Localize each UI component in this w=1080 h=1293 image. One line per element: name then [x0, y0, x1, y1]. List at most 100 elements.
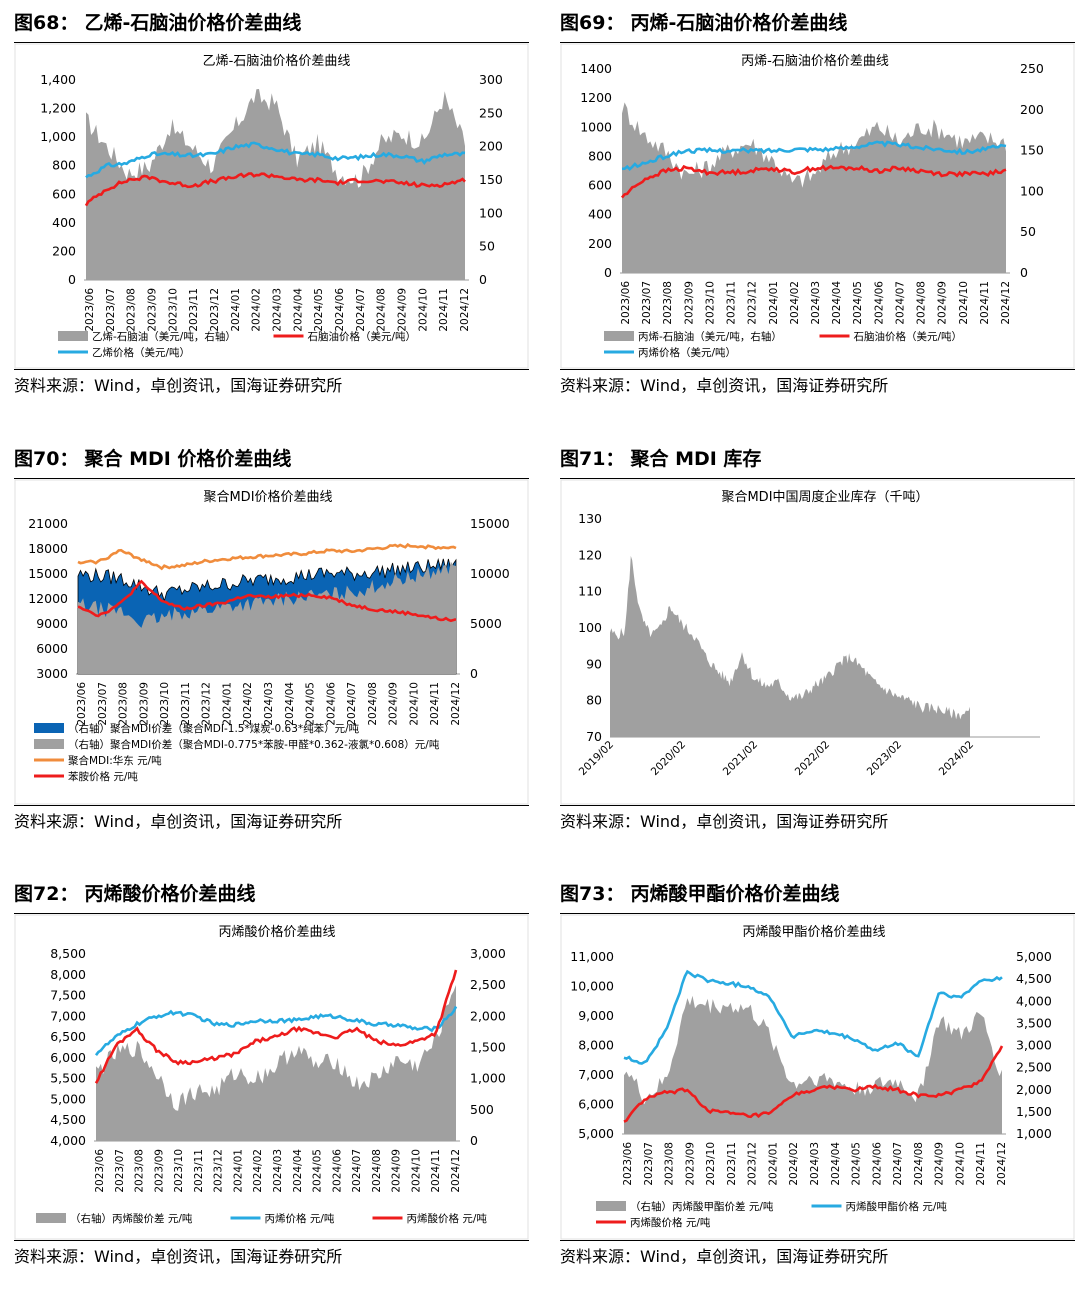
legend-label: 苯胺价格 元/吨 [68, 770, 138, 783]
x-tick-label: 2024/12 [450, 1149, 462, 1193]
y2-tick-label: 0 [479, 272, 487, 287]
x-tick-label: 2023/07 [97, 682, 109, 726]
x-tick-label: 2023/10 [704, 281, 716, 325]
legend-label: 石脑油价格（美元/吨） [854, 330, 963, 343]
figure-caption: 丙烯酸甲酯价格价差曲线 [630, 883, 840, 905]
x-tick-label: 2023/09 [138, 682, 150, 726]
y-tick-label: 100 [578, 620, 602, 635]
y-tick-label: 800 [52, 158, 76, 173]
y-tick-label: 7,000 [578, 1067, 614, 1082]
x-tick-label: 2023/10 [705, 1142, 717, 1186]
y2-tick-label: 5000 [470, 616, 502, 631]
legend-label: 聚合MDI:华东 元/吨 [68, 754, 162, 767]
chart-area: 乙烯-石脑油价格价差曲线 0 200 400 600 800 1,000 1,200 1,400… [14, 43, 529, 369]
legend-label: 丙烯酸甲酯价格 元/吨 [846, 1200, 948, 1213]
x-tick-label: 2023/10 [173, 1149, 185, 1193]
x-tick-label: 2023/12 [213, 1149, 225, 1193]
x-tick-label: 2024/08 [376, 288, 388, 332]
y2-tick-label: 4,000 [1016, 993, 1052, 1008]
figure-caption: 乙烯-石脑油价格价差曲线 [84, 12, 302, 34]
x-tick-label: 2023/12 [209, 288, 221, 332]
x-tick-label: 2024/11 [975, 1142, 987, 1186]
x-tick-label: 2024/04 [292, 288, 304, 332]
x-tick-label: 2024/03 [809, 1142, 821, 1186]
series-line [77, 579, 457, 623]
y-tick-label: 3000 [36, 666, 68, 681]
x-tick-label: 2024/06 [331, 1149, 343, 1193]
x-tick-label: 2024/02 [252, 1149, 264, 1193]
x-tick-label: 2024/01 [232, 1149, 244, 1193]
y2-tick-label: 50 [479, 239, 495, 254]
y-tick-label: 5,500 [50, 1071, 86, 1086]
x-tick-label: 2024/06 [873, 281, 885, 325]
x-tick-label: 2023/07 [114, 1149, 126, 1193]
y2-tick-label: 200 [1020, 102, 1044, 117]
x-tick-label: 2023/11 [726, 281, 738, 325]
x-tick-label: 2023/11 [726, 1142, 738, 1186]
x-tick-label: 2024/01 [221, 682, 233, 726]
x-tick-label: 2024/12 [459, 288, 471, 332]
figure-title: 图73： 丙烯酸甲酯价格价差曲线 [560, 875, 1075, 914]
x-tick-label: 2024/01 [768, 281, 780, 325]
y2-tick-label: 200 [479, 139, 503, 154]
y-tick-label: 1000 [580, 119, 612, 134]
figure-caption: 丙烯酸价格价差曲线 [84, 883, 256, 905]
figure-number: 图69： [560, 12, 625, 34]
x-tick-label: 2024/11 [430, 1149, 442, 1193]
x-tick-label: 2024/04 [831, 281, 843, 325]
y-tick-label: 7,500 [50, 988, 86, 1003]
y2-tick-label: 1,000 [1016, 1126, 1052, 1141]
propylene-naphtha-chart: 丙烯-石脑油价格价差曲线 0 200 400 600 800 1000 1200 1400 0 50… [560, 43, 1075, 369]
x-tick-label: 2023/06 [620, 281, 632, 325]
x-tick-label: 2024/02 [789, 281, 801, 325]
y-tick-label: 5,000 [50, 1091, 86, 1106]
y-tick-label: 6,500 [50, 1029, 86, 1044]
x-tick-label: 2024/05 [305, 682, 317, 726]
x-tick-label: 2024/03 [272, 288, 284, 332]
y-tick-label: 21000 [28, 516, 68, 531]
ethylene-naphtha-chart: 乙烯-石脑油价格价差曲线 0 200 400 600 800 1,000 1,200 1,400… [14, 43, 529, 369]
y-tick-label: 1,400 [40, 72, 76, 87]
x-tick-label: 2024/04 [830, 1142, 842, 1186]
x-tick-label: 2024/04 [284, 682, 296, 726]
x-tick-label: 2023/08 [134, 1149, 146, 1193]
y2-tick-label: 1,500 [470, 1040, 506, 1055]
y2-tick-label: 4,500 [1016, 971, 1052, 986]
legend-label: 丙烯价格 元/吨 [265, 1212, 335, 1225]
y-tick-label: 6,000 [50, 1050, 86, 1065]
series-line [623, 1045, 1004, 1123]
figure-number: 图70： [14, 448, 79, 470]
x-tick-label: 2024/12 [450, 682, 462, 726]
series-line [77, 542, 457, 571]
x-tick-label: 2024/04 [292, 1149, 304, 1193]
x-tick-label: 2023/10 [167, 288, 179, 332]
series-area [78, 561, 456, 674]
chart-title: 聚合MDI中国周度企业库存（千吨） [721, 489, 928, 505]
y-tick-label: 9,000 [578, 1008, 614, 1023]
source-note: 资料来源：Wind，卓创资讯，国海证券研究所 [14, 369, 529, 402]
legend-label: （右轴）聚合MDI价差（聚合MDI-1.5*煤炭-0.63*纯苯）元/吨 [68, 722, 360, 735]
y2-tick-label: 50 [1020, 224, 1036, 239]
x-tick-label: 2023/12 [201, 682, 213, 726]
y2-tick-label: 10000 [470, 566, 510, 581]
y-tick-label: 5,000 [578, 1126, 614, 1141]
y-tick-label: 200 [588, 236, 612, 251]
y2-tick-label: 3,000 [1016, 1038, 1052, 1053]
y-tick-label: 1,200 [40, 101, 76, 116]
legend-swatch [34, 739, 64, 749]
y-tick-label: 12000 [28, 591, 68, 606]
x-tick-label: 2024/06 [334, 288, 346, 332]
x-tick-label: 2023/06 [84, 288, 96, 332]
x-tick-label: 2023/07 [643, 1142, 655, 1186]
figure-title: 图70： 聚合 MDI 价格价差曲线 [14, 440, 529, 479]
chart-title: 聚合MDI价格价差曲线 [203, 489, 332, 505]
y-tick-label: 4,000 [50, 1133, 86, 1148]
x-tick-label: 2024/11 [438, 288, 450, 332]
chart-title: 丙烯-石脑油价格价差曲线 [741, 53, 889, 69]
x-tick-label: 2024/07 [892, 1142, 904, 1186]
y-tick-label: 1200 [580, 90, 612, 105]
legend-swatch [604, 331, 634, 341]
y2-tick-label: 0 [470, 1133, 478, 1148]
x-tick-label: 2024/07 [351, 1149, 363, 1193]
methyl-acrylate-chart: 丙烯酸甲酯价格价差曲线 5,000 6,000 7,000 8,000 9,000 10,0… [560, 914, 1075, 1240]
